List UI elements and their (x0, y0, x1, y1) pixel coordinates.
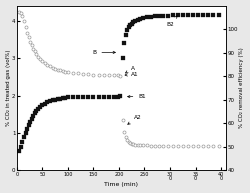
Text: B1: B1 (128, 94, 146, 99)
Text: B2: B2 (166, 16, 177, 27)
Y-axis label: % CO₂ in treated gas (vol%): % CO₂ in treated gas (vol%) (6, 50, 10, 126)
Text: A1: A1 (125, 72, 139, 77)
Text: A2: A2 (128, 115, 142, 124)
Text: B: B (92, 50, 116, 55)
Y-axis label: % CO₂ removal efficiency (%): % CO₂ removal efficiency (%) (240, 48, 244, 128)
X-axis label: Time (min): Time (min) (104, 182, 138, 187)
Text: A: A (126, 66, 135, 73)
